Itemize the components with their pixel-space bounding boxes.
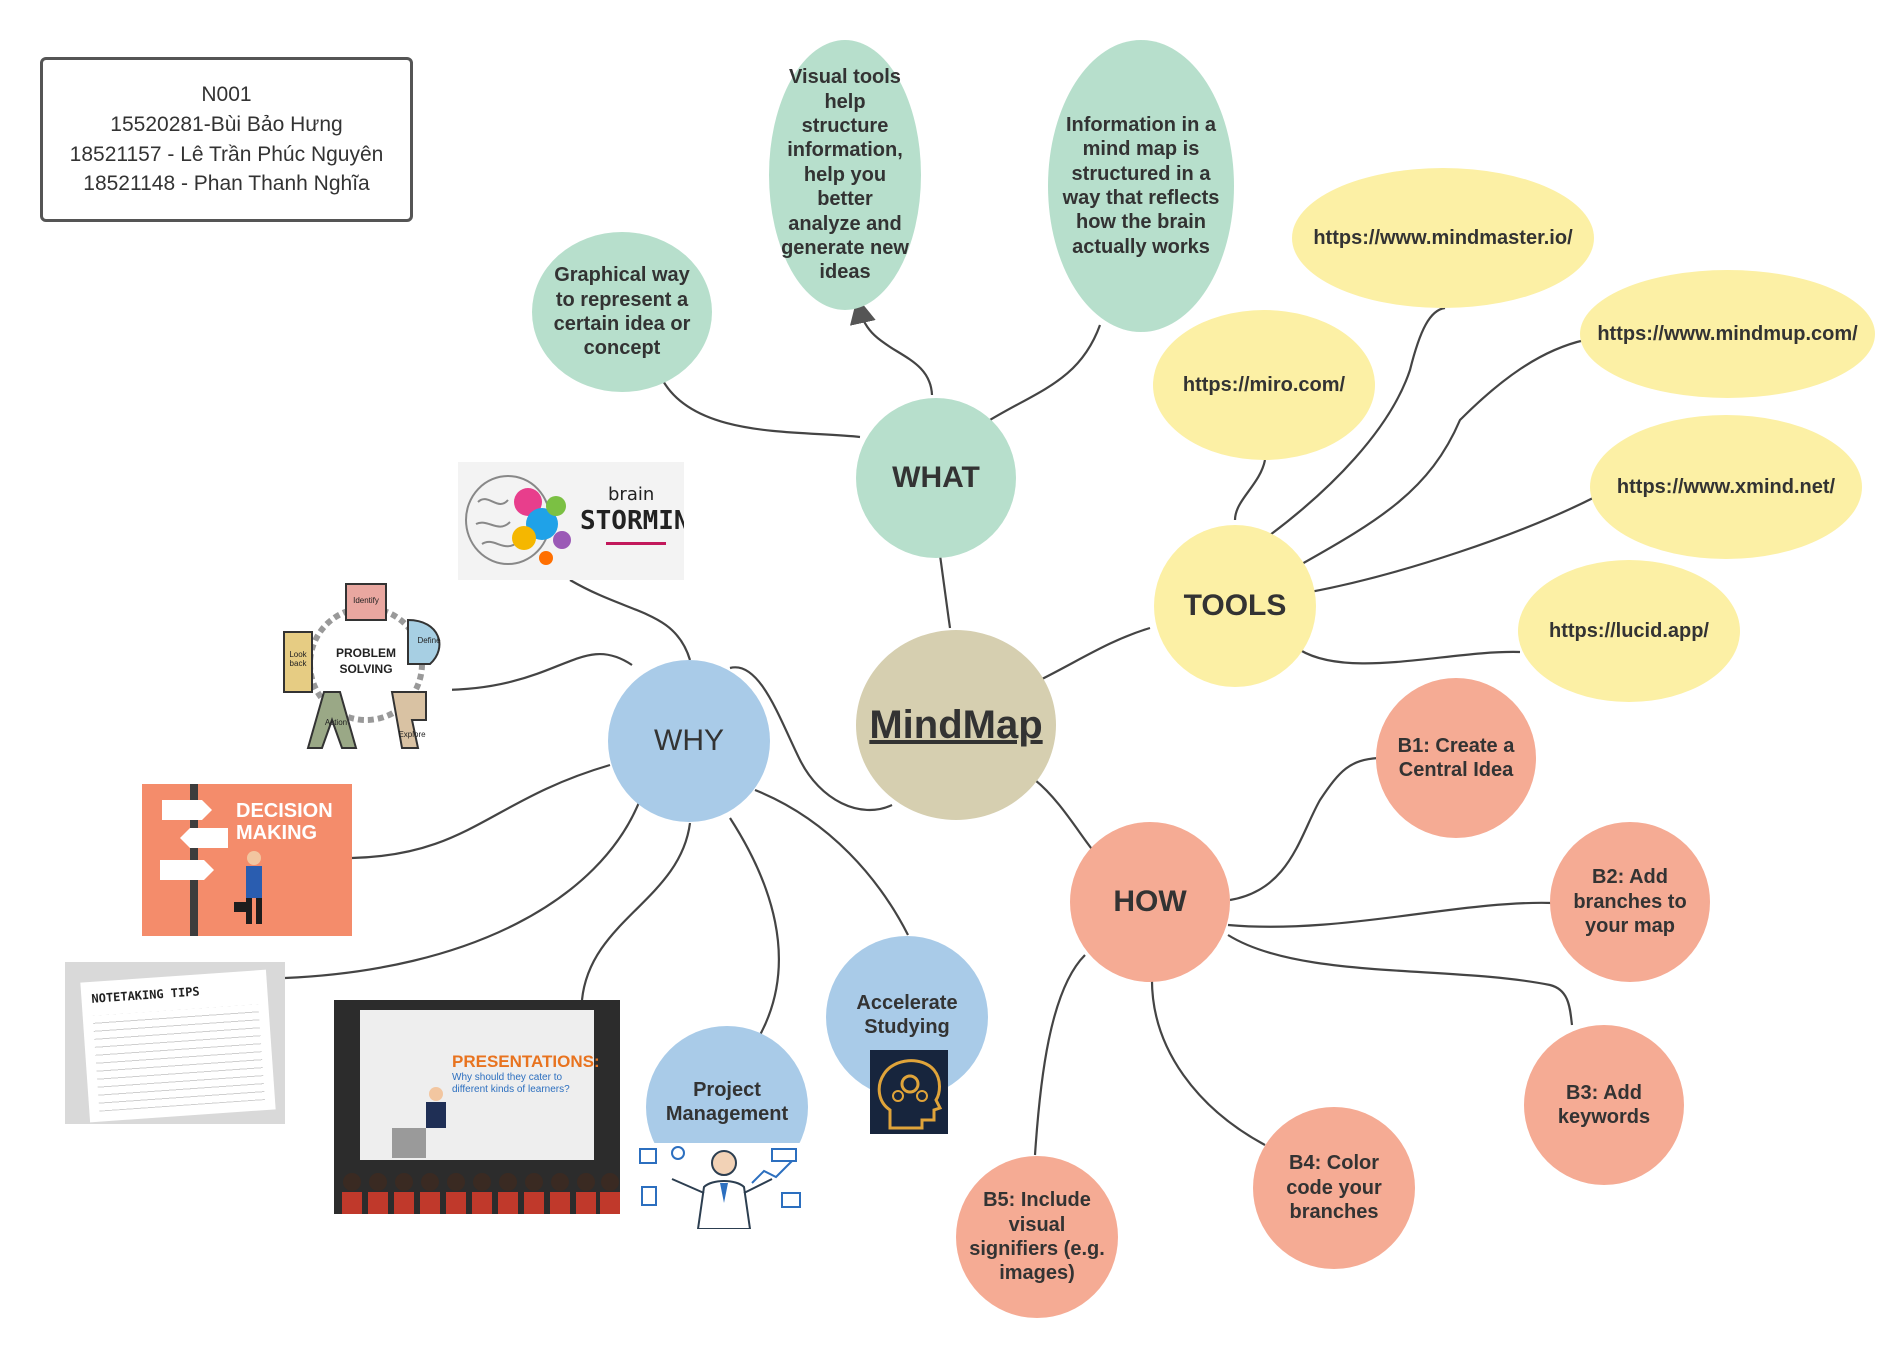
head-gears-image: [870, 1050, 948, 1134]
how-step-b2-text: B2: Add branches to your map: [1573, 866, 1687, 938]
why-child-accelerate-studying[interactable]: Accelerate Studying: [826, 936, 988, 1098]
why-child-project-management-text: Project Management: [665, 1079, 789, 1126]
link-what-info: [989, 324, 1102, 421]
why-label: WHY: [654, 723, 724, 757]
tool-link-xmind[interactable]: https://www.xmind.net/: [1590, 415, 1862, 559]
tool-link-lucid-text: https://lucid.app/: [1549, 619, 1709, 642]
problem-solving-word-define: Define: [417, 636, 441, 645]
brainstorming-word-1: brain: [608, 484, 655, 505]
link-why-decision: [351, 763, 611, 860]
decision-making-image: DECISION MAKING: [142, 784, 352, 936]
link-why-presentations: [580, 822, 692, 1001]
link-why-project: [729, 817, 780, 1036]
notetaking-lines: [92, 1004, 265, 1112]
how-step-b4-text: B4: Color code your branches: [1286, 1152, 1382, 1224]
tool-link-miro[interactable]: https://miro.com/: [1153, 310, 1375, 460]
presentations-image: PRESENTATIONS: Why should they cater to …: [334, 1000, 620, 1214]
info-line-member-1: 15520281-Bùi Bảo Hưng: [110, 112, 343, 136]
decision-making-word-1: DECISION: [236, 800, 333, 822]
tool-link-miro-text: https://miro.com/: [1182, 373, 1346, 396]
what-child-graphical[interactable]: Graphical way to represent a certain ide…: [532, 232, 712, 392]
problem-solving-image: PROBLEM SOLVING Identify Define Explore …: [280, 580, 452, 750]
link-what-graphical: [659, 374, 861, 439]
info-line-code: N001: [201, 82, 252, 106]
how-step-b3[interactable]: B3: Add keywords: [1524, 1025, 1684, 1185]
what-child-information[interactable]: Information in a mind map is structured …: [1048, 40, 1234, 332]
link-how-b4: [1150, 974, 1266, 1146]
problem-solving-word-explore: Explore: [398, 730, 426, 739]
link-center-what: [938, 554, 952, 629]
brainstorming-word-2: STORMING: [580, 506, 684, 536]
how-label: HOW: [1113, 884, 1187, 918]
problem-solving-word-lookback: Look back: [289, 650, 307, 668]
what-label: WHAT: [892, 460, 980, 494]
what-child-graphical-text: Graphical way to represent a certain ide…: [553, 264, 691, 360]
tools-node[interactable]: TOOLS: [1154, 525, 1316, 687]
how-step-b5-text: B5: Include visual signifiers (e.g. imag…: [969, 1189, 1105, 1285]
link-tools-xmind: [1309, 496, 1596, 594]
how-step-b1-text: B1: Create a Central Idea: [1397, 734, 1515, 781]
notetaking-paper: NOTETAKING TIPS: [80, 969, 276, 1123]
info-line-member-2: 18521157 - Lê Trần Phúc Nguyên: [69, 142, 384, 166]
brainstorming-image: brain STORMING: [458, 462, 684, 580]
tool-link-lucid[interactable]: https://lucid.app/: [1518, 560, 1740, 702]
presentations-title: PRESENTATIONS:: [452, 1052, 600, 1071]
brainstorming-underline: [606, 542, 666, 545]
how-node[interactable]: HOW: [1070, 822, 1230, 982]
link-why-notetaking: [284, 799, 642, 980]
center-label: MindMap: [869, 702, 1043, 747]
info-line-member-3: 18521148 - Phan Thanh Nghĩa: [83, 172, 370, 196]
notetaking-title: NOTETAKING TIPS: [91, 984, 201, 1006]
link-how-b3: [1227, 934, 1574, 1026]
link-why-problem: [439, 653, 633, 692]
why-child-accelerate-studying-text: Accelerate Studying: [856, 992, 958, 1039]
why-node[interactable]: WHY: [608, 660, 770, 822]
how-step-b2[interactable]: B2: Add branches to your map: [1550, 822, 1710, 982]
link-center-tools: [1039, 626, 1151, 681]
tool-link-xmind-text: https://www.xmind.net/: [1616, 475, 1836, 498]
what-child-visual-tools-text: Visual tools help structure information,…: [781, 66, 909, 284]
what-child-visual-tools[interactable]: Visual tools help structure information,…: [769, 40, 921, 310]
center-node[interactable]: MindMap: [856, 630, 1056, 820]
link-how-b1: [1229, 756, 1379, 902]
link-how-b2: [1227, 901, 1554, 928]
link-what-visual: [849, 297, 934, 396]
link-why-brain: [569, 579, 692, 661]
link-tools-miro: [1233, 459, 1267, 521]
link-center-why: [729, 666, 893, 812]
how-step-b1[interactable]: B1: Create a Central Idea: [1376, 678, 1536, 838]
link-why-accelerate: [754, 788, 909, 936]
what-node[interactable]: WHAT: [856, 398, 1016, 558]
tool-link-mindmaster-text: https://www.mindmaster.io/: [1313, 226, 1573, 249]
notetaking-image: NOTETAKING TIPS: [65, 962, 285, 1124]
project-management-image: [632, 1143, 814, 1229]
presentations-subtitle: Why should they cater to different kinds…: [452, 1072, 570, 1095]
team-info-box: N001 15520281-Bùi Bảo Hưng 18521157 - Lê…: [40, 57, 413, 222]
problem-solving-center-1: PROBLEM: [336, 646, 396, 660]
problem-solving-center-2: SOLVING: [339, 662, 393, 676]
what-child-information-text: Information in a mind map is structured …: [1062, 113, 1220, 258]
tool-link-mindmup[interactable]: https://www.mindmup.com/: [1580, 270, 1875, 398]
tools-label: TOOLS: [1183, 588, 1287, 622]
decision-making-word-2: MAKING: [236, 822, 318, 844]
link-tools-mindmaster: [1269, 306, 1446, 536]
tool-link-mindmaster[interactable]: https://www.mindmaster.io/: [1292, 168, 1594, 308]
link-tools-mindmup: [1299, 338, 1586, 566]
link-how-b5: [1033, 954, 1086, 1156]
how-step-b5[interactable]: B5: Include visual signifiers (e.g. imag…: [956, 1156, 1118, 1318]
link-tools-lucid: [1299, 649, 1521, 665]
link-center-how: [1034, 779, 1096, 854]
how-step-b3-text: B3: Add keywords: [1557, 1081, 1651, 1128]
problem-solving-word-action: Action: [324, 718, 348, 727]
how-step-b4[interactable]: B4: Color code your branches: [1253, 1107, 1415, 1269]
problem-solving-word-identify: Identify: [353, 596, 379, 605]
tool-link-mindmup-text: https://www.mindmup.com/: [1597, 322, 1858, 345]
